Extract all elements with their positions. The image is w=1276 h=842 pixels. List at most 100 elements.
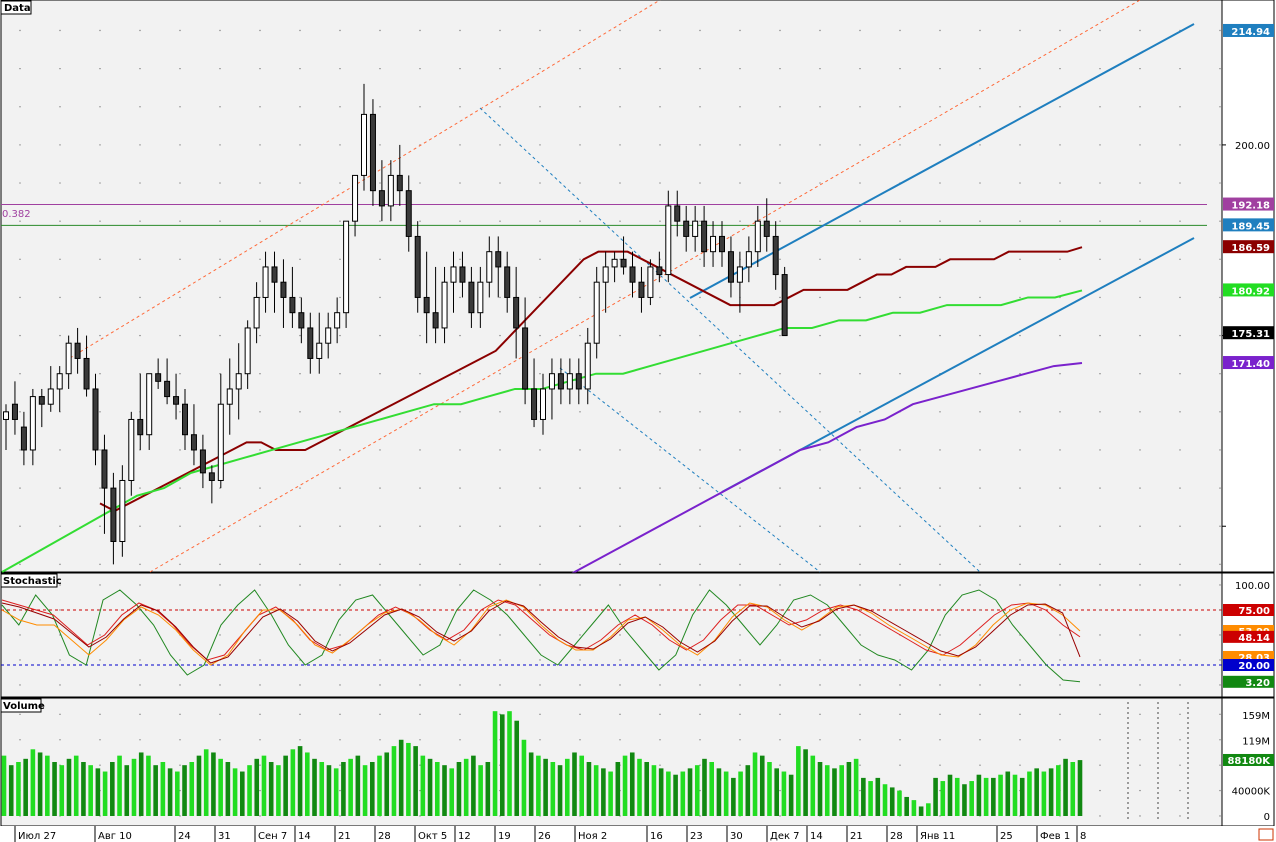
grid-dot	[659, 29, 661, 32]
grid-dot	[59, 584, 61, 586]
volume-bar	[247, 765, 252, 816]
grid-dot	[979, 67, 981, 70]
x-tick-label: 14	[298, 831, 311, 842]
grid-dot	[1219, 373, 1221, 375]
grid-dot	[699, 182, 701, 184]
candle-body	[396, 174, 403, 192]
grid-dot	[1099, 258, 1101, 261]
grid-dot	[459, 144, 461, 146]
grid-dot	[819, 684, 821, 686]
grid-dot	[779, 258, 781, 261]
grid-dot	[339, 411, 341, 413]
candle-body	[128, 418, 135, 481]
grid-dot	[499, 334, 501, 337]
grid-dot	[259, 815, 261, 817]
grid-dot	[139, 634, 141, 636]
grid-dot	[1019, 764, 1021, 766]
grid-dot	[1219, 764, 1221, 766]
grid-dot	[299, 634, 301, 636]
fib-channel-line	[69, 0, 661, 359]
grid-dot	[939, 609, 941, 611]
grid-dot	[939, 220, 941, 222]
grid-dot	[1059, 411, 1061, 413]
grid-dot	[1019, 713, 1021, 716]
grid-dot	[1019, 373, 1021, 375]
grid-dot	[859, 815, 861, 817]
volume-bar	[485, 762, 491, 816]
volume-bar	[601, 768, 606, 816]
candle-body	[164, 380, 171, 398]
grid-dot	[739, 739, 741, 741]
candle-body	[540, 388, 546, 420]
grid-dot	[939, 487, 941, 489]
price-badge	[1223, 356, 1274, 370]
grid-dot	[419, 525, 421, 527]
panel-plot-area	[0, 0, 1223, 573]
x-tick-label: Янв 11	[920, 831, 955, 842]
grid-dot	[339, 334, 341, 337]
grid-dot	[619, 334, 621, 337]
grid-dot	[1219, 789, 1221, 792]
grid-dot	[1139, 182, 1141, 184]
grid-dot	[739, 29, 741, 32]
grid-dot	[1099, 411, 1101, 413]
grid-dot	[459, 563, 461, 566]
grid-dot	[419, 609, 421, 611]
moving-average-line	[489, 362, 1083, 619]
grid-dot	[259, 258, 261, 261]
candle-body	[620, 258, 627, 268]
grid-dot	[1059, 713, 1061, 716]
grid-dot	[539, 739, 541, 741]
grid-dot	[499, 29, 501, 32]
grid-dot	[1219, 815, 1221, 817]
x-tick-label: Сен 7	[258, 831, 287, 842]
grid-dot	[299, 220, 301, 222]
volume-bar	[536, 755, 541, 816]
grid-dot	[859, 296, 861, 299]
grid-dot	[579, 29, 581, 32]
grid-dot	[1179, 789, 1181, 792]
grid-dot	[1099, 659, 1101, 661]
grid-dot	[19, 525, 21, 527]
grid-dot	[1059, 739, 1061, 741]
volume-bar	[8, 765, 14, 816]
grid-dot	[979, 411, 981, 413]
grid-dot	[899, 220, 901, 222]
candle-body	[593, 281, 600, 344]
grid-dot	[259, 487, 261, 489]
grid-dot	[59, 684, 61, 686]
grid-dot	[1219, 144, 1221, 146]
grid-dot	[939, 106, 941, 108]
grid-dot	[1179, 106, 1181, 108]
grid-dot	[819, 659, 821, 661]
candle-body	[477, 281, 484, 314]
grid-dot	[1099, 373, 1101, 375]
candle-body	[316, 342, 323, 359]
grid-dot	[179, 67, 181, 70]
price-badge	[1223, 326, 1274, 340]
volume-bar	[962, 784, 967, 816]
grid-dot	[579, 258, 581, 261]
volume-bar	[991, 777, 996, 816]
volume-bar	[514, 720, 520, 816]
grid-dot	[59, 220, 61, 222]
grid-dot	[139, 296, 141, 299]
candle-body	[781, 274, 788, 337]
grid-dot	[739, 684, 741, 686]
volume-bar	[998, 774, 1003, 816]
grid-dot	[379, 334, 381, 337]
volume-bar	[666, 771, 671, 816]
candle-body	[763, 220, 770, 237]
stochastic-badge-label: 28.03	[1238, 653, 1270, 664]
grid-dot	[819, 334, 821, 337]
grid-dot	[699, 563, 701, 566]
candle-body	[11, 403, 18, 420]
grid-dot	[419, 764, 421, 766]
grid-dot	[419, 29, 421, 32]
volume-bar	[37, 752, 43, 816]
grid-dot	[259, 449, 261, 451]
grid-dot	[779, 713, 781, 716]
stochastic-badge	[1223, 630, 1274, 643]
grid-dot	[139, 106, 141, 108]
grid-dot	[939, 67, 941, 70]
